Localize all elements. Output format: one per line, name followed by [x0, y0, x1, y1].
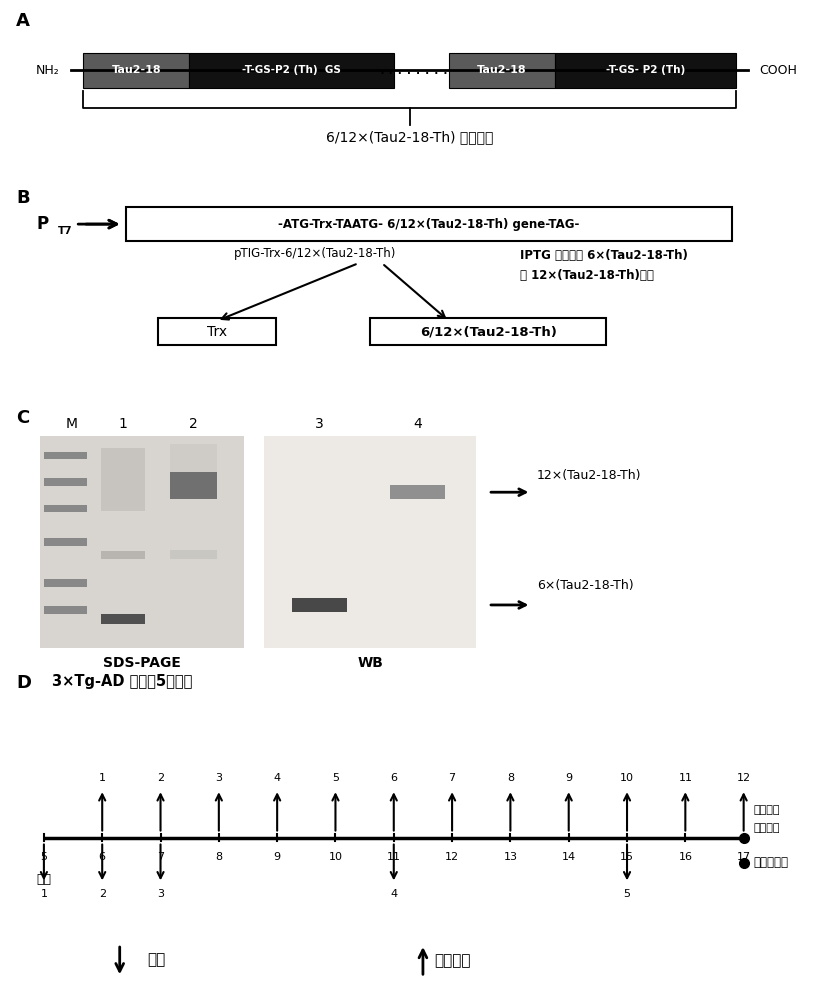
Text: C: C — [16, 409, 29, 427]
Text: 5: 5 — [40, 852, 48, 862]
Text: 行为学评价: 行为学评价 — [753, 856, 788, 869]
Text: 7: 7 — [157, 852, 164, 862]
Bar — [44, 606, 87, 614]
Text: 12: 12 — [736, 773, 751, 783]
Bar — [189, 52, 394, 88]
Bar — [170, 444, 217, 472]
Text: 10: 10 — [620, 773, 634, 783]
Text: 4: 4 — [390, 889, 397, 899]
Bar — [390, 485, 445, 499]
Bar — [170, 550, 217, 559]
Text: 3: 3 — [215, 773, 222, 783]
Bar — [101, 448, 144, 511]
Text: 12×(Tau2-18-Th): 12×(Tau2-18-Th) — [537, 469, 641, 482]
Text: 14: 14 — [562, 852, 576, 862]
Text: 1: 1 — [118, 417, 127, 431]
Text: 月龄: 月龄 — [36, 873, 52, 886]
Bar — [449, 52, 555, 88]
Bar — [84, 52, 189, 88]
Text: 免疫: 免疫 — [147, 952, 165, 967]
Text: M: M — [66, 417, 78, 431]
Bar — [126, 207, 732, 241]
Text: 11: 11 — [387, 852, 400, 862]
Text: 6: 6 — [391, 773, 397, 783]
Text: 1: 1 — [99, 773, 106, 783]
Bar — [101, 551, 144, 559]
Text: 神经病理: 神经病理 — [753, 805, 780, 815]
Text: pTIG-Trx-6/12×(Tau2-18-Th): pTIG-Trx-6/12×(Tau2-18-Th) — [234, 247, 396, 260]
Text: 2: 2 — [98, 889, 106, 899]
Text: 2: 2 — [157, 773, 164, 783]
Bar — [40, 436, 244, 648]
Text: 10: 10 — [328, 852, 342, 862]
Text: 16: 16 — [678, 852, 692, 862]
Text: 7: 7 — [449, 773, 455, 783]
Text: IPTG 诱导重组 6×(Tau2-18-Th): IPTG 诱导重组 6×(Tau2-18-Th) — [519, 249, 687, 262]
Text: B: B — [16, 189, 30, 207]
Bar — [44, 505, 87, 512]
Text: 8: 8 — [215, 852, 223, 862]
Text: COOH: COOH — [759, 64, 797, 77]
Text: Tau2-18: Tau2-18 — [477, 65, 527, 75]
Text: NH₂: NH₂ — [36, 64, 60, 77]
Text: 9: 9 — [565, 773, 572, 783]
Text: SDS-PAGE: SDS-PAGE — [103, 656, 181, 670]
Text: 15: 15 — [620, 852, 634, 862]
Text: 1: 1 — [40, 889, 48, 899]
Text: 4: 4 — [413, 417, 422, 431]
Text: 5: 5 — [623, 889, 631, 899]
Text: 13: 13 — [504, 852, 518, 862]
Text: 6×(Tau2-18-Th): 6×(Tau2-18-Th) — [537, 579, 633, 592]
Text: -ATG-Trx-TAATG- 6/12×(Tau2-18-Th) gene-TAG-: -ATG-Trx-TAATG- 6/12×(Tau2-18-Th) gene-T… — [278, 218, 580, 231]
Text: 8: 8 — [507, 773, 514, 783]
Text: ........: ........ — [377, 62, 450, 78]
Text: 6/12×(Tau2-18-Th) 结构形式: 6/12×(Tau2-18-Th) 结构形式 — [326, 130, 493, 144]
Text: 2: 2 — [189, 417, 197, 431]
Bar — [44, 538, 87, 546]
Text: Trx: Trx — [207, 325, 227, 339]
Text: 11: 11 — [678, 773, 692, 783]
Bar — [370, 318, 606, 345]
Text: T7: T7 — [58, 226, 73, 236]
Bar — [44, 452, 87, 459]
Bar — [44, 579, 87, 587]
Text: 和 12×(Tau2-18-Th)表达: 和 12×(Tau2-18-Th)表达 — [519, 269, 654, 282]
Bar — [292, 598, 346, 612]
Bar — [555, 52, 735, 88]
Text: P: P — [36, 215, 48, 233]
Text: 指标检测: 指标检测 — [753, 823, 780, 833]
Text: 5: 5 — [332, 773, 339, 783]
Bar — [170, 472, 217, 499]
Text: 3: 3 — [157, 889, 164, 899]
Text: 3: 3 — [314, 417, 324, 431]
Text: A: A — [16, 12, 30, 30]
Text: 6/12×(Tau2-18-Th): 6/12×(Tau2-18-Th) — [419, 325, 557, 338]
Bar — [158, 318, 276, 345]
Text: WB: WB — [357, 656, 383, 670]
Text: 4: 4 — [274, 773, 281, 783]
Text: -T-GS-P2 (Th)  GS: -T-GS-P2 (Th) GS — [242, 65, 341, 75]
Text: 3×Tg-AD 小鼠（5月龄）: 3×Tg-AD 小鼠（5月龄） — [52, 674, 192, 689]
Bar — [101, 614, 144, 624]
Bar — [44, 478, 87, 486]
Text: 采集血清: 采集血清 — [435, 953, 471, 968]
Text: 6: 6 — [99, 852, 106, 862]
Text: 17: 17 — [736, 852, 751, 862]
Text: 12: 12 — [445, 852, 459, 862]
Text: D: D — [16, 674, 31, 692]
Text: -T-GS- P2 (Th): -T-GS- P2 (Th) — [606, 65, 685, 75]
Text: Tau2-18: Tau2-18 — [111, 65, 161, 75]
Bar — [264, 436, 477, 648]
Text: 9: 9 — [274, 852, 281, 862]
